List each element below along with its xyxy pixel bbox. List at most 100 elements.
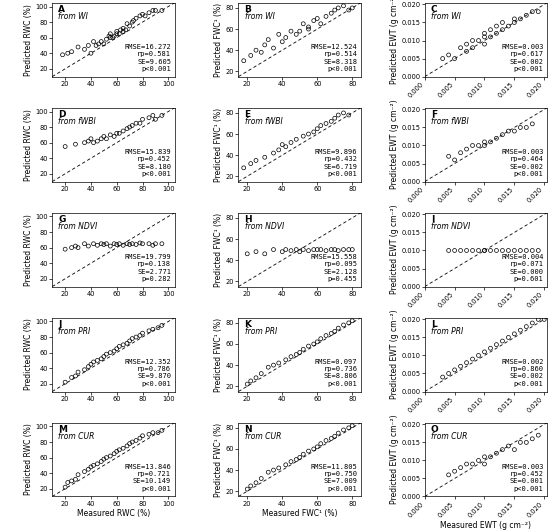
Point [157,321,166,330]
Point [125,240,134,249]
Point [106,452,115,460]
Y-axis label: Predicted RWC (%): Predicted RWC (%) [24,319,32,390]
Point [282,142,290,151]
Point [71,372,80,380]
Text: L: L [431,320,437,329]
Point [292,135,301,143]
Point [148,429,157,437]
Point [344,319,353,327]
Point [528,119,537,128]
Point [287,27,295,36]
Point [344,245,353,254]
Point [93,137,102,145]
Point [145,430,153,439]
Point [110,32,119,40]
Point [97,134,106,143]
Point [115,342,124,350]
Text: RMSE=0.003
rp=0.464
SE=0.002
p<0.001: RMSE=0.003 rp=0.464 SE=0.002 p<0.001 [501,149,543,177]
Point [334,324,343,332]
Point [84,362,93,371]
Point [339,2,348,10]
Point [128,121,136,130]
Point [106,242,115,250]
Point [148,241,157,250]
Point [456,464,465,472]
Point [510,446,519,454]
Point [80,45,89,54]
Point [148,111,157,119]
Point [295,348,304,357]
Point [510,246,519,255]
Point [295,27,304,36]
Point [239,164,248,172]
Point [148,325,157,333]
Point [510,18,519,27]
Point [313,245,322,254]
Point [516,246,525,255]
Point [456,246,465,255]
Point [468,36,477,45]
Point [97,37,106,46]
Text: E: E [245,110,251,119]
X-axis label: Measured RWC (%): Measured RWC (%) [77,509,150,518]
Point [125,22,134,30]
Point [112,447,121,456]
Y-axis label: Predicted EWT (g cm⁻²): Predicted EWT (g cm⁻²) [389,310,399,399]
Point [450,156,459,164]
Point [257,474,266,483]
Point [138,115,147,124]
Point [123,20,131,28]
Point [104,32,113,40]
Point [322,119,331,128]
Y-axis label: Predicted RWC (%): Predicted RWC (%) [24,4,32,75]
Point [309,245,318,254]
Point [480,246,489,255]
Point [299,450,307,458]
Y-axis label: Predicted FWC¹ (%): Predicted FWC¹ (%) [214,108,223,182]
Point [100,132,108,141]
Point [80,365,89,374]
Point [486,25,495,34]
Y-axis label: Predicted FWC¹ (%): Predicted FWC¹ (%) [214,423,223,496]
Point [58,50,67,59]
Point [157,111,166,119]
Point [331,114,339,123]
Point [89,37,98,46]
Point [246,376,255,385]
Point [444,470,453,479]
Point [60,142,69,151]
Point [251,478,260,487]
Point [119,127,128,135]
Point [239,56,248,65]
Text: RMSE=15.839
rp=0.452
SE=8.180
p<0.001: RMSE=15.839 rp=0.452 SE=8.180 p<0.001 [124,149,171,177]
Point [304,130,313,138]
Text: K: K [245,320,251,329]
Point [135,239,144,247]
Point [331,6,339,14]
Text: from CUR: from CUR [245,432,281,441]
Point [295,247,304,256]
Point [287,138,295,147]
Text: J: J [58,320,62,329]
Point [327,245,336,254]
Point [462,47,471,56]
Point [438,373,447,381]
Point [145,239,153,248]
Point [269,149,278,157]
Point [112,129,121,138]
Point [474,351,483,359]
Point [110,449,119,458]
Point [344,6,353,14]
Point [80,139,89,147]
Point [444,369,453,378]
Point [304,23,313,31]
Point [110,239,119,248]
Point [138,239,147,248]
Point [468,246,477,255]
Point [528,7,537,16]
Point [151,239,160,248]
Point [299,132,307,140]
Point [63,478,72,487]
Text: B: B [245,5,251,14]
Point [304,25,313,33]
